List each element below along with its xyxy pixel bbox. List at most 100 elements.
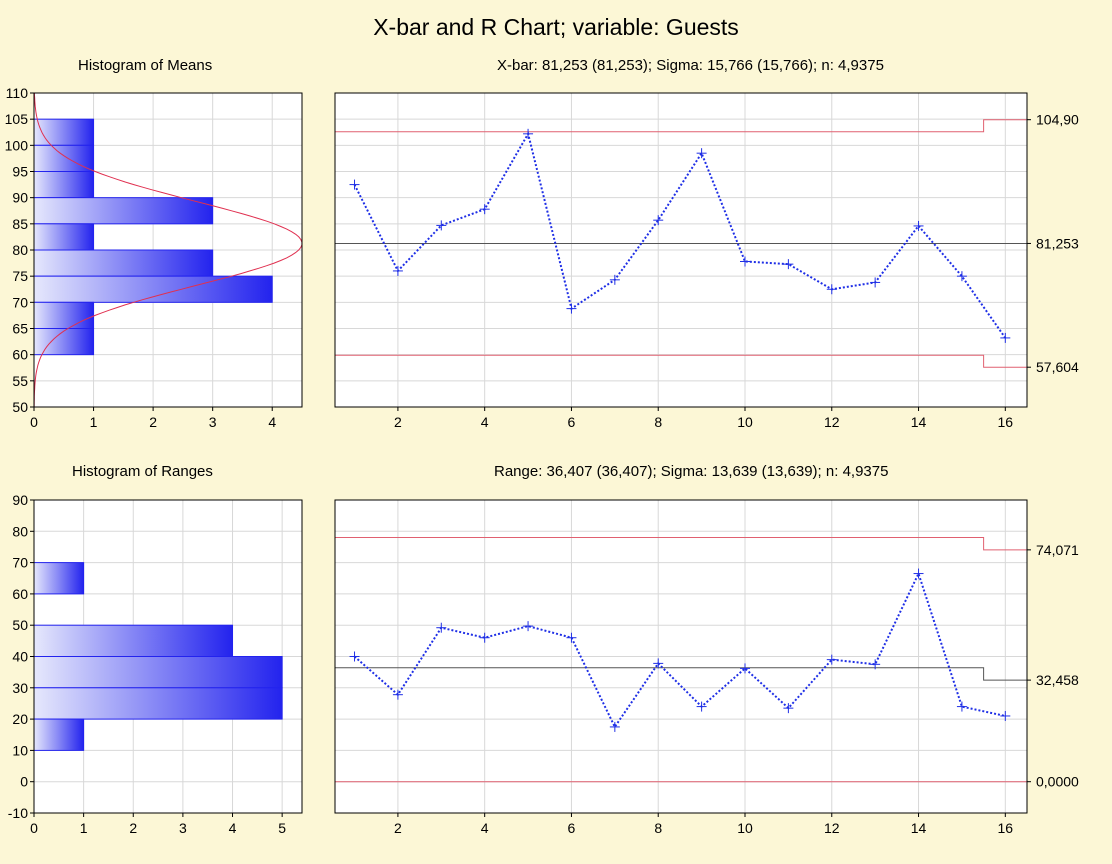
ranges-histogram-title: Histogram of Ranges bbox=[72, 463, 213, 480]
y-tick-label: 50 bbox=[12, 399, 28, 415]
means-histogram-title: Histogram of Means bbox=[78, 57, 213, 74]
histogram-bar bbox=[33, 171, 95, 199]
x-tick-label: 0 bbox=[30, 820, 38, 836]
data-point bbox=[913, 220, 924, 231]
plot-frame bbox=[334, 92, 1028, 408]
range-chart: 2 4 6 8 10 12 14 16 74,071 32,458 0,0000 bbox=[334, 499, 1079, 836]
y-tick-label: 95 bbox=[12, 164, 28, 180]
x-tick-label: 10 bbox=[737, 820, 753, 836]
data-point bbox=[653, 658, 664, 669]
plot-frame bbox=[33, 92, 303, 408]
data-point bbox=[349, 179, 360, 190]
y-tick-label: 55 bbox=[12, 373, 28, 389]
data-point bbox=[783, 259, 794, 270]
x-tick-label: 10 bbox=[737, 414, 753, 430]
histogram-bar bbox=[33, 301, 95, 330]
data-point bbox=[696, 148, 707, 159]
data-point bbox=[826, 284, 837, 295]
data-point bbox=[392, 265, 403, 276]
data-point bbox=[523, 128, 534, 139]
data-line bbox=[353, 131, 1007, 339]
x-tick-label: 8 bbox=[654, 820, 662, 836]
data-point bbox=[870, 277, 881, 288]
data-line bbox=[353, 570, 1006, 729]
histogram-bar bbox=[33, 328, 95, 356]
y-tick-label: 20 bbox=[12, 711, 28, 727]
data-point bbox=[479, 204, 490, 215]
x-tick-label: 2 bbox=[149, 414, 157, 430]
y-tick-label: 70 bbox=[12, 294, 28, 310]
data-point bbox=[566, 303, 577, 314]
data-point bbox=[349, 651, 360, 662]
data-point bbox=[870, 659, 881, 670]
data-point bbox=[436, 220, 447, 231]
data-point bbox=[392, 689, 403, 700]
chart-title: X-bar and R Chart; variable: Guests bbox=[373, 14, 739, 40]
y-tick-label: 70 bbox=[12, 555, 28, 571]
center-line bbox=[335, 667, 1027, 681]
data-point bbox=[566, 632, 577, 643]
data-point bbox=[696, 701, 707, 712]
x-tick-label: 14 bbox=[911, 820, 927, 836]
y-tick-label: -10 bbox=[8, 805, 28, 821]
x-tick-label: 1 bbox=[90, 414, 98, 430]
x-tick-label: 1 bbox=[80, 820, 88, 836]
x-tick-label: 0 bbox=[30, 414, 38, 430]
data-point bbox=[956, 271, 967, 282]
data-point bbox=[479, 632, 490, 643]
ucl-label: 104,90 bbox=[1036, 112, 1079, 128]
data-point bbox=[653, 215, 664, 226]
data-point bbox=[609, 274, 620, 285]
data-point bbox=[826, 654, 837, 665]
x-tick-label: 5 bbox=[278, 820, 286, 836]
x-tick-label: 4 bbox=[268, 414, 276, 430]
histogram-bar bbox=[33, 144, 95, 172]
x-tick-label: 2 bbox=[394, 414, 402, 430]
y-tick-label: 50 bbox=[12, 617, 28, 633]
means-histogram: 50 55 60 65 70 75 80 85 90 95 100 105 110 0 1 2 3 4 bbox=[5, 85, 303, 430]
normal-curve bbox=[33, 92, 303, 408]
center-label: 32,458 bbox=[1036, 672, 1079, 688]
x-tick-label: 6 bbox=[568, 414, 576, 430]
x-tick-label: 6 bbox=[568, 820, 576, 836]
lcl-label: 0,0000 bbox=[1036, 774, 1079, 790]
histogram-bar bbox=[33, 275, 273, 303]
y-tick-label: 30 bbox=[12, 680, 28, 696]
histogram-bar bbox=[33, 562, 85, 595]
x-tick-label: 12 bbox=[824, 820, 840, 836]
y-tick-label: 85 bbox=[12, 216, 28, 232]
data-point bbox=[523, 621, 534, 632]
center-label: 81,253 bbox=[1036, 235, 1079, 251]
y-tick-label: 60 bbox=[12, 586, 28, 602]
x-tick-label: 4 bbox=[229, 820, 237, 836]
y-tick-label: 105 bbox=[5, 111, 29, 127]
ucl-line bbox=[335, 537, 1027, 551]
x-tick-label: 16 bbox=[998, 820, 1014, 836]
data-point bbox=[913, 568, 924, 579]
y-tick-label: 90 bbox=[12, 190, 28, 206]
data-point bbox=[1000, 332, 1011, 343]
x-tick-label: 3 bbox=[209, 414, 217, 430]
y-tick-label: 90 bbox=[12, 492, 28, 508]
y-tick-label: 10 bbox=[12, 742, 28, 758]
y-tick-label: 80 bbox=[12, 242, 28, 258]
y-tick-label: 100 bbox=[5, 137, 29, 153]
ucl-label: 74,071 bbox=[1036, 542, 1079, 558]
lcl-label: 57,604 bbox=[1036, 359, 1079, 375]
y-tick-label: 110 bbox=[6, 85, 29, 101]
data-point bbox=[609, 721, 620, 732]
histogram-bar bbox=[33, 223, 95, 251]
plot-frame bbox=[33, 499, 303, 814]
histogram-bar bbox=[33, 656, 283, 689]
data-point bbox=[739, 663, 750, 674]
y-tick-label: 0 bbox=[20, 774, 28, 790]
data-point bbox=[1000, 710, 1011, 721]
range-chart-title: Range: 36,407 (36,407); Sigma: 13,639 (1… bbox=[494, 463, 889, 480]
histogram-bar bbox=[33, 249, 214, 277]
xbar-chart-title: X-bar: 81,253 (81,253); Sigma: 15,766 (1… bbox=[497, 57, 884, 74]
y-tick-label: 65 bbox=[12, 321, 28, 337]
histogram-bar bbox=[33, 718, 85, 751]
x-tick-label: 8 bbox=[654, 414, 662, 430]
